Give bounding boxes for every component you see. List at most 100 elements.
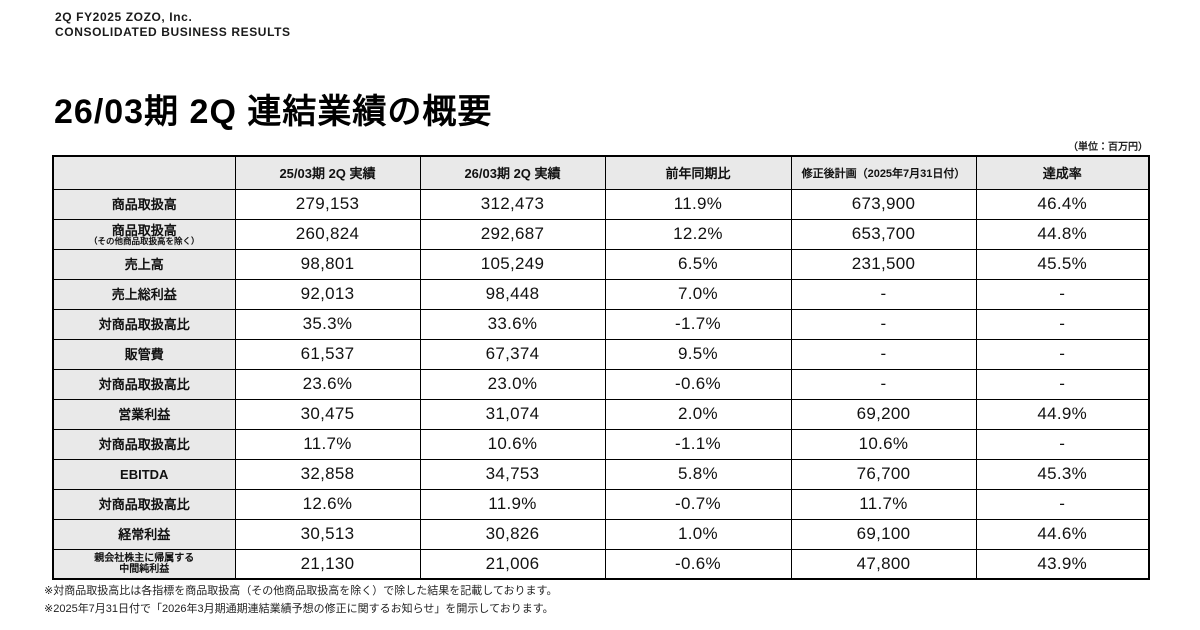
value-cell: - xyxy=(975,308,1150,340)
unit-note: （単位：百万円） xyxy=(1068,142,1148,153)
value-cell: 67,374 xyxy=(419,338,606,370)
value-cell: -0.6% xyxy=(604,548,792,580)
value-cell: - xyxy=(790,278,977,310)
value-cell: 11.9% xyxy=(604,188,792,220)
header-row: 25/03期 2Q 実績 26/03期 2Q 実績 前年同期比 修正後計画（20… xyxy=(52,155,1150,190)
header-cell-achievement-rate: 達成率 xyxy=(975,155,1150,190)
value-cell: 10.6% xyxy=(419,428,606,460)
table-row: 親会社株主に帰属する 中間純利益 21,130 21,006 -0.6% 47,800 43… xyxy=(52,548,1150,580)
page-title: 26/03期 2Q 連結業績の概要 xyxy=(54,93,493,131)
value-cell: 9.5% xyxy=(604,338,792,370)
row-label: 対商品取扱高比 xyxy=(52,368,236,400)
company-header: 2Q FY2025 ZOZO, Inc. CONSOLIDATED BUSINE… xyxy=(55,10,291,40)
value-cell: 47,800 xyxy=(790,548,977,580)
value-cell: 43.9% xyxy=(975,548,1150,580)
value-cell: 279,153 xyxy=(234,188,421,220)
table-row: EBITDA 32,858 34,753 5.8% 76,700 45.3% xyxy=(52,458,1150,490)
value-cell: 31,074 xyxy=(419,398,606,430)
company-header-line2: CONSOLIDATED BUSINESS RESULTS xyxy=(55,25,291,39)
value-cell: 12.2% xyxy=(604,218,792,250)
value-cell: 98,801 xyxy=(234,248,421,280)
table-row: 営業利益 30,475 31,074 2.0% 69,200 44.9% xyxy=(52,398,1150,430)
value-cell: 11.9% xyxy=(419,488,606,520)
value-cell: 35.3% xyxy=(234,308,421,340)
value-cell: -0.6% xyxy=(604,368,792,400)
table-row: 売上高 98,801 105,249 6.5% 231,500 45.5% xyxy=(52,248,1150,280)
value-cell: 105,249 xyxy=(419,248,606,280)
company-header-line1: 2Q FY2025 ZOZO, Inc. xyxy=(55,10,193,24)
value-cell: 30,475 xyxy=(234,398,421,430)
row-label: 商品取扱高 （その他商品取扱高を除く） xyxy=(52,218,236,250)
footnotes: ※対商品取扱高比は各指標を商品取扱高（その他商品取扱高を除く）で除した結果を記載… xyxy=(44,582,557,618)
value-cell: - xyxy=(975,488,1150,520)
value-cell: 7.0% xyxy=(604,278,792,310)
table-row: 対商品取扱高比 12.6% 11.9% -0.7% 11.7% - xyxy=(52,488,1150,520)
value-cell: 92,013 xyxy=(234,278,421,310)
header-cell-revised-plan: 修正後計画（2025年7月31日付） xyxy=(790,155,977,190)
header-cell-prior-actual: 25/03期 2Q 実績 xyxy=(234,155,421,190)
value-cell: 5.8% xyxy=(604,458,792,490)
value-cell: 23.0% xyxy=(419,368,606,400)
header-cell-current-actual: 26/03期 2Q 実績 xyxy=(419,155,606,190)
value-cell: - xyxy=(975,428,1150,460)
value-cell: 98,448 xyxy=(419,278,606,310)
value-cell: - xyxy=(790,338,977,370)
value-cell: 653,700 xyxy=(790,218,977,250)
value-cell: 69,200 xyxy=(790,398,977,430)
value-cell: 76,700 xyxy=(790,458,977,490)
value-cell: 44.9% xyxy=(975,398,1150,430)
header-cell-label xyxy=(52,155,236,190)
results-table-body: 商品取扱高 279,153 312,473 11.9% 673,900 46.4% 商品取扱… xyxy=(52,188,1150,580)
row-label: 経常利益 xyxy=(52,518,236,550)
value-cell: - xyxy=(790,308,977,340)
table-row: 対商品取扱高比 11.7% 10.6% -1.1% 10.6% - xyxy=(52,428,1150,460)
value-cell: 6.5% xyxy=(604,248,792,280)
value-cell: 30,826 xyxy=(419,518,606,550)
value-cell: 34,753 xyxy=(419,458,606,490)
value-cell: - xyxy=(975,368,1150,400)
value-cell: 11.7% xyxy=(234,428,421,460)
value-cell: 231,500 xyxy=(790,248,977,280)
row-label: 対商品取扱高比 xyxy=(52,428,236,460)
row-label: 売上高 xyxy=(52,248,236,280)
footnote-forecast-revision: ※2025年7月31日付で「2026年3月期通期連結業績予想の修正に関するお知ら… xyxy=(44,603,554,615)
row-label: 売上総利益 xyxy=(52,278,236,310)
value-cell: 32,858 xyxy=(234,458,421,490)
row-label: 商品取扱高 xyxy=(52,188,236,220)
row-label: 販管費 xyxy=(52,338,236,370)
header-cell-yoy: 前年同期比 xyxy=(604,155,792,190)
value-cell: 44.6% xyxy=(975,518,1150,550)
value-cell: 61,537 xyxy=(234,338,421,370)
value-cell: 21,130 xyxy=(234,548,421,580)
table-row: 対商品取扱高比 35.3% 33.6% -1.7% - - xyxy=(52,308,1150,340)
value-cell: 44.8% xyxy=(975,218,1150,250)
table-row: 売上総利益 92,013 98,448 7.0% - - xyxy=(52,278,1150,310)
row-sublabel: （その他商品取扱高を除く） xyxy=(88,235,200,246)
value-cell: 69,100 xyxy=(790,518,977,550)
value-cell: 292,687 xyxy=(419,218,606,250)
value-cell: -1.7% xyxy=(604,308,792,340)
value-cell: 45.3% xyxy=(975,458,1150,490)
value-cell: - xyxy=(975,278,1150,310)
value-cell: 673,900 xyxy=(790,188,977,220)
value-cell: 2.0% xyxy=(604,398,792,430)
results-table: 25/03期 2Q 実績 26/03期 2Q 実績 前年同期比 修正後計画（20… xyxy=(52,155,1150,580)
results-table-header: 25/03期 2Q 実績 26/03期 2Q 実績 前年同期比 修正後計画（20… xyxy=(52,155,1150,190)
value-cell: - xyxy=(790,368,977,400)
row-label: EBITDA xyxy=(52,458,236,490)
value-cell: 30,513 xyxy=(234,518,421,550)
value-cell: 260,824 xyxy=(234,218,421,250)
value-cell: -0.7% xyxy=(604,488,792,520)
row-label: 対商品取扱高比 xyxy=(52,488,236,520)
value-cell: 10.6% xyxy=(790,428,977,460)
table-row: 経常利益 30,513 30,826 1.0% 69,100 44.6% xyxy=(52,518,1150,550)
value-cell: -1.1% xyxy=(604,428,792,460)
value-cell: 21,006 xyxy=(419,548,606,580)
value-cell: 23.6% xyxy=(234,368,421,400)
table-row: 商品取扱高 279,153 312,473 11.9% 673,900 46.4% xyxy=(52,188,1150,220)
value-cell: 33.6% xyxy=(419,308,606,340)
table-row: 商品取扱高 （その他商品取扱高を除く） 260,824 292,687 12.2% 653… xyxy=(52,218,1150,250)
value-cell: 45.5% xyxy=(975,248,1150,280)
value-cell: - xyxy=(975,338,1150,370)
value-cell: 12.6% xyxy=(234,488,421,520)
